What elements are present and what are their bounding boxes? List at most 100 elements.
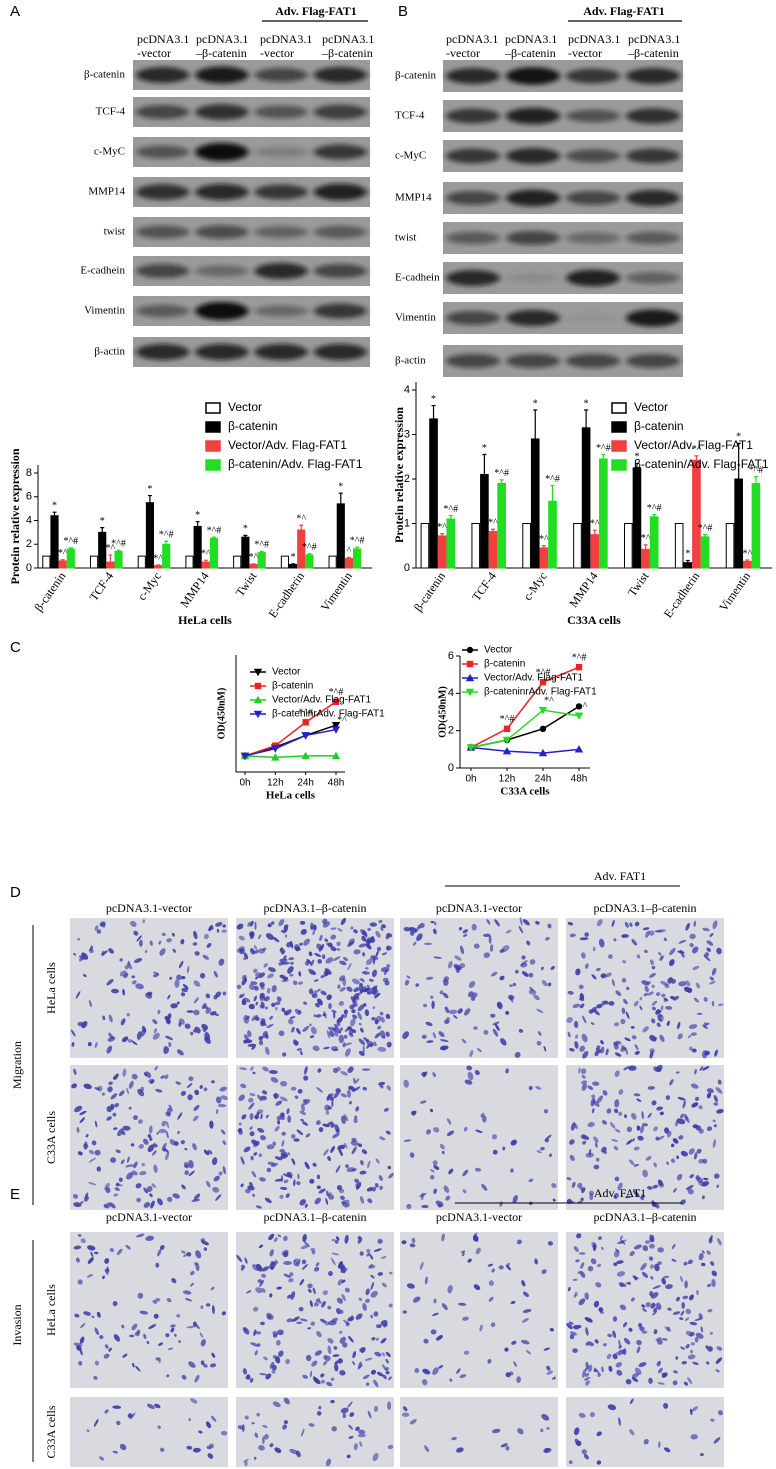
cell bbox=[566, 1323, 573, 1330]
cell bbox=[625, 1195, 632, 1199]
cell bbox=[471, 923, 477, 931]
cell bbox=[188, 1170, 195, 1177]
cell bbox=[274, 1237, 278, 1242]
cell bbox=[307, 1288, 312, 1293]
cell bbox=[133, 1115, 138, 1121]
cell bbox=[481, 1183, 488, 1191]
error-bar bbox=[550, 485, 555, 502]
cell bbox=[241, 1264, 246, 1269]
x-tick-label: 48h bbox=[571, 774, 588, 785]
band bbox=[446, 108, 500, 124]
legend-label: Vector bbox=[272, 667, 301, 678]
y-axis-label: OD(450nM) bbox=[216, 688, 227, 740]
cell bbox=[145, 1235, 155, 1241]
cell bbox=[209, 1011, 217, 1016]
band bbox=[446, 148, 500, 164]
cell bbox=[336, 1185, 343, 1191]
cell bbox=[250, 1066, 254, 1071]
cell bbox=[536, 1040, 542, 1046]
cell bbox=[303, 1075, 309, 1081]
cell bbox=[256, 1263, 263, 1272]
cell bbox=[581, 1187, 586, 1194]
cell bbox=[159, 948, 166, 956]
cell bbox=[680, 1113, 684, 1119]
cell bbox=[464, 1008, 471, 1016]
cell bbox=[651, 965, 656, 970]
cell bbox=[679, 1317, 684, 1320]
cell bbox=[671, 1258, 677, 1262]
cell bbox=[421, 1379, 428, 1386]
cell bbox=[365, 967, 369, 970]
cell bbox=[683, 1261, 688, 1266]
cell bbox=[359, 1251, 364, 1256]
cell bbox=[689, 1046, 693, 1051]
y-axis-label: OD(450nM) bbox=[437, 686, 448, 738]
cell bbox=[215, 1194, 222, 1201]
row-label: C33A cells bbox=[44, 1405, 58, 1458]
error-bar bbox=[753, 476, 758, 484]
significance: * bbox=[533, 398, 538, 409]
cell bbox=[648, 1256, 654, 1261]
cell bbox=[176, 974, 182, 981]
cell bbox=[430, 995, 434, 999]
cell bbox=[522, 1309, 532, 1313]
cell bbox=[336, 1022, 341, 1027]
cell bbox=[113, 1193, 119, 1197]
lane-label: pcDNA3.1 bbox=[628, 32, 680, 46]
cell bbox=[659, 1111, 664, 1116]
cell bbox=[118, 1090, 125, 1097]
cell bbox=[354, 1178, 360, 1184]
cell bbox=[321, 954, 326, 960]
cell bbox=[137, 1292, 144, 1299]
cell bbox=[353, 1077, 356, 1084]
cell bbox=[146, 1340, 150, 1345]
cell bbox=[404, 979, 410, 986]
cell bbox=[432, 1367, 439, 1375]
cell bbox=[314, 1003, 320, 1008]
cell bbox=[160, 1075, 165, 1079]
point bbox=[539, 678, 547, 686]
cell bbox=[157, 1248, 162, 1257]
cell bbox=[215, 922, 223, 927]
cell bbox=[330, 927, 337, 930]
cell bbox=[199, 1332, 204, 1338]
cell bbox=[170, 1003, 178, 1009]
cell bbox=[618, 1282, 627, 1287]
point bbox=[574, 745, 584, 753]
cell bbox=[619, 1304, 627, 1311]
cell bbox=[616, 1271, 626, 1277]
cell bbox=[146, 991, 153, 996]
cell bbox=[568, 1460, 573, 1465]
point bbox=[538, 706, 548, 715]
cell bbox=[76, 937, 81, 941]
cell bbox=[322, 1290, 329, 1295]
legend-label: β-catenin bbox=[228, 419, 278, 433]
cell bbox=[193, 1009, 200, 1016]
cell bbox=[305, 1354, 312, 1362]
x-tick-label: 12h bbox=[267, 778, 284, 789]
cell bbox=[336, 948, 341, 951]
legend-swatch bbox=[205, 421, 221, 433]
cell bbox=[432, 1312, 439, 1317]
point bbox=[271, 753, 280, 761]
cell bbox=[578, 1067, 581, 1074]
cell bbox=[574, 1041, 579, 1049]
cell bbox=[217, 1103, 227, 1108]
cell bbox=[689, 1174, 694, 1179]
cell bbox=[176, 1314, 181, 1318]
cell bbox=[654, 1263, 660, 1272]
cell bbox=[551, 1183, 557, 1188]
cell bbox=[511, 1340, 517, 1345]
cell bbox=[426, 1129, 431, 1135]
cell bbox=[164, 1015, 170, 1020]
cell bbox=[218, 958, 225, 966]
cell bbox=[289, 940, 294, 949]
cell bbox=[654, 930, 663, 933]
cell bbox=[299, 921, 306, 925]
cell bbox=[169, 1139, 176, 1146]
error-bar bbox=[211, 536, 216, 539]
cell bbox=[131, 1323, 138, 1331]
cell bbox=[156, 1131, 160, 1135]
cell bbox=[664, 1127, 670, 1134]
band bbox=[626, 231, 680, 245]
